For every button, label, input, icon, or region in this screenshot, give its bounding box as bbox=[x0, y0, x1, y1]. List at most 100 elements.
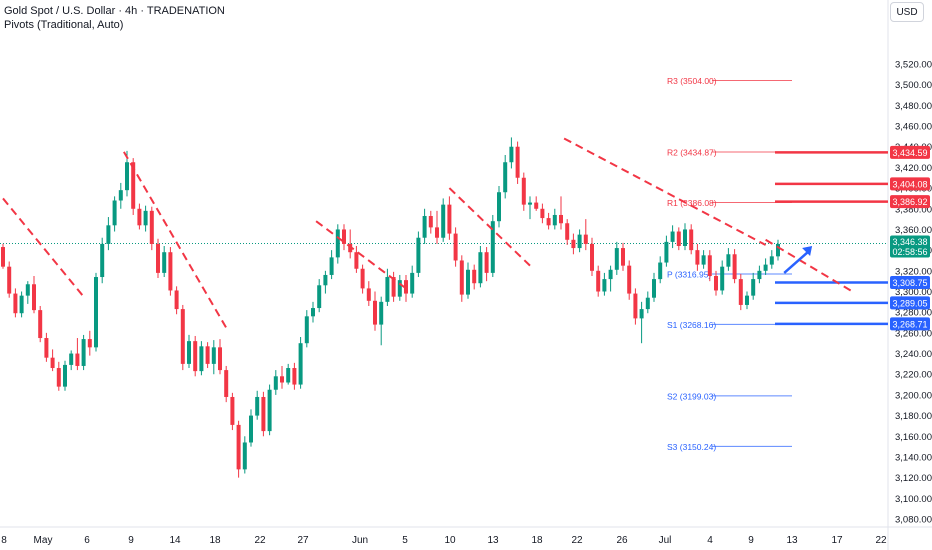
candle-body bbox=[521, 177, 526, 205]
candle-body bbox=[236, 424, 241, 470]
y-tick-label: 3,320.00 bbox=[895, 266, 932, 277]
pivot-label: R2 (3434.87) bbox=[667, 148, 717, 158]
last-price-tag bbox=[890, 235, 930, 258]
candle-body bbox=[261, 396, 266, 432]
y-tick-label: 3,120.00 bbox=[895, 473, 932, 484]
y-tick-label: 3,480.00 bbox=[895, 101, 932, 112]
candle-body bbox=[25, 284, 30, 296]
pivot-label: R3 (3504.00) bbox=[667, 76, 717, 86]
x-tick-label: May bbox=[34, 535, 53, 546]
x-tick-label: 18 bbox=[209, 535, 221, 546]
y-tick-label: 3,460.00 bbox=[895, 122, 932, 133]
indicator-label: Pivots (Traditional, Auto) bbox=[4, 19, 124, 31]
candle-body bbox=[63, 364, 67, 387]
price-tag-text: 3,404.08 bbox=[892, 179, 927, 189]
trendline bbox=[765, 238, 853, 293]
candle-body bbox=[211, 347, 216, 364]
candle-body bbox=[639, 309, 644, 319]
candle-body bbox=[44, 338, 49, 358]
candle-body bbox=[87, 339, 92, 348]
price-tag-text: 3,386.92 bbox=[892, 197, 927, 207]
candle-body bbox=[304, 316, 309, 344]
x-tick-label: 13 bbox=[786, 535, 798, 546]
x-tick-label: 9 bbox=[128, 535, 134, 546]
candle-body bbox=[422, 216, 427, 238]
candle-body bbox=[149, 210, 154, 244]
candle-body bbox=[621, 248, 625, 266]
candle-body bbox=[757, 270, 762, 280]
candle-body bbox=[484, 252, 489, 273]
candle-body bbox=[280, 376, 284, 383]
candle-body bbox=[515, 146, 520, 178]
candle-body bbox=[546, 218, 551, 226]
candle-body bbox=[707, 255, 712, 276]
price-tag-box bbox=[890, 275, 930, 289]
price-tag-box bbox=[890, 145, 930, 159]
candle-body bbox=[205, 346, 210, 364]
x-tick-label: 18 bbox=[531, 535, 543, 546]
x-tick-label: 8 bbox=[1, 535, 7, 546]
candle-body bbox=[156, 243, 160, 273]
candle-body bbox=[627, 265, 632, 294]
candle-body bbox=[720, 266, 725, 291]
candle-body bbox=[75, 353, 80, 366]
trendline bbox=[563, 137, 767, 246]
candle-body bbox=[689, 229, 694, 251]
candle-body bbox=[751, 279, 756, 296]
y-tick-label: 3,100.00 bbox=[895, 494, 932, 505]
candle-body bbox=[404, 280, 408, 294]
candle-body bbox=[373, 300, 377, 325]
price-axis: 3,080.00 3,100.00 3,120.00 3,140.00 3,160.00… bbox=[895, 60, 932, 526]
x-tick-label: 17 bbox=[831, 535, 843, 546]
candle-body bbox=[645, 297, 650, 310]
candle-body bbox=[168, 252, 173, 291]
candle-body bbox=[143, 210, 148, 226]
candle-body bbox=[391, 277, 396, 297]
candle-body bbox=[379, 301, 384, 325]
candle-body bbox=[534, 202, 539, 209]
candle-body bbox=[19, 295, 24, 314]
candles bbox=[1, 137, 780, 478]
direction-arrow-shaft bbox=[783, 250, 810, 274]
candle-body bbox=[447, 204, 452, 234]
candle-body bbox=[273, 376, 278, 390]
last-price-value: 3,346.38 bbox=[892, 237, 927, 247]
candle-body bbox=[106, 225, 111, 244]
candle-body bbox=[738, 279, 743, 305]
price-tag-box bbox=[890, 177, 930, 191]
x-tick-label: Jun bbox=[352, 535, 368, 546]
candle-body bbox=[466, 269, 470, 295]
candle-body bbox=[317, 285, 322, 309]
pivot-label: P (3316.95) bbox=[667, 269, 711, 279]
x-tick-label: 22 bbox=[875, 535, 887, 546]
candle-body bbox=[540, 208, 545, 219]
candle-body bbox=[7, 266, 12, 294]
candle-body bbox=[131, 162, 136, 209]
last-price-countdown: 02:58:56 bbox=[892, 247, 927, 257]
x-tick-label: 9 bbox=[748, 535, 754, 546]
x-tick-label: 13 bbox=[487, 535, 499, 546]
price-tag-box bbox=[890, 296, 930, 310]
candle-body bbox=[552, 214, 557, 226]
candle-body bbox=[503, 162, 508, 193]
candle-body bbox=[676, 231, 681, 246]
candle-body bbox=[323, 274, 328, 286]
candle-body bbox=[714, 275, 718, 291]
y-tick-label: 3,500.00 bbox=[895, 80, 932, 91]
candle-body bbox=[218, 347, 222, 371]
y-tick-label: 3,140.00 bbox=[895, 452, 932, 463]
y-tick-label: 3,360.00 bbox=[895, 225, 932, 236]
candle-body bbox=[354, 252, 359, 269]
price-tag-box bbox=[890, 317, 930, 331]
currency-button[interactable]: USD bbox=[890, 2, 924, 22]
candle-body bbox=[670, 231, 675, 242]
x-tick-label: 22 bbox=[254, 535, 266, 546]
candle-body bbox=[69, 353, 74, 365]
candle-body bbox=[255, 396, 260, 416]
candle-body bbox=[174, 290, 179, 310]
trendline bbox=[448, 187, 531, 267]
price-tag-text: 3,308.75 bbox=[892, 278, 927, 288]
trendline bbox=[315, 220, 407, 290]
